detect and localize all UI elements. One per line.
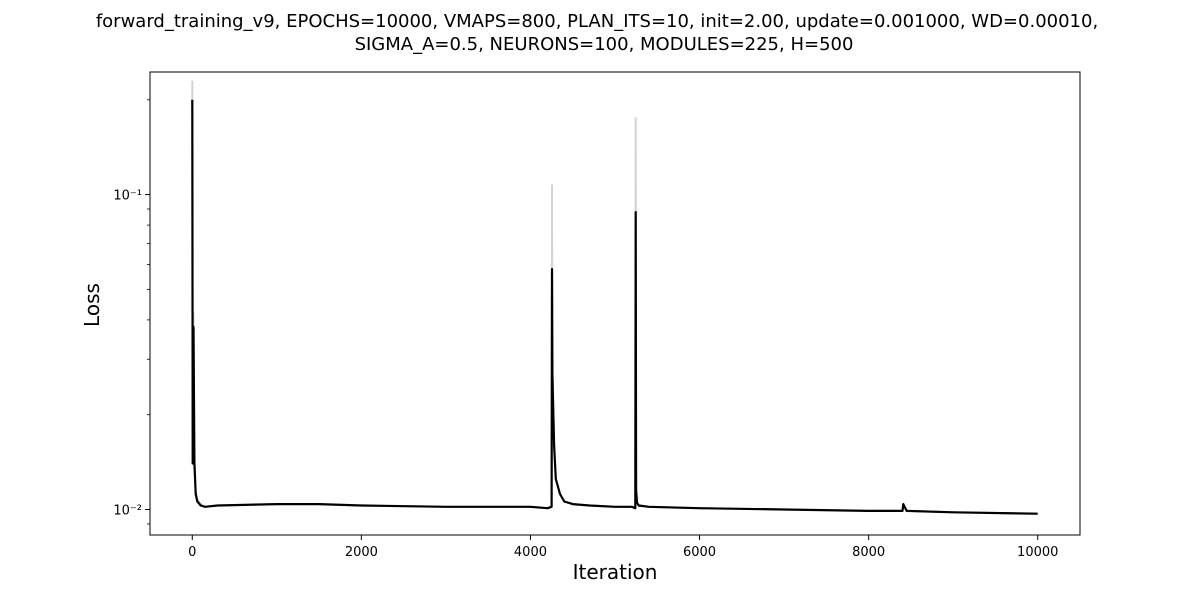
x-tick-label: 6000 (683, 545, 716, 560)
x-tick-label: 2000 (345, 545, 378, 560)
x-axis-label: Iteration (573, 560, 658, 584)
y-axis: 10⁻² 10⁻¹ (113, 99, 150, 525)
x-tick-label: 8000 (852, 545, 885, 560)
series-layer (191, 80, 1038, 515)
x-tick-label: 10000 (1017, 545, 1058, 560)
chart-title-line-2: SIGMA_A=0.5, NEURONS=100, MODULES=225, H… (355, 34, 854, 55)
x-tick-label: 0 (188, 545, 196, 560)
y-tick-label: 10⁻² (113, 504, 142, 519)
x-tick-label: 4000 (514, 545, 547, 560)
y-axis-label: Loss (80, 283, 104, 327)
plot-frame (149, 71, 1081, 536)
x-axis: 0 2000 4000 6000 8000 10000 (188, 535, 1058, 560)
chart-title-line-1: forward_training_v9, EPOCHS=10000, VMAPS… (96, 11, 1098, 32)
series-line-raw (191, 80, 1038, 515)
y-tick-label: 10⁻¹ (113, 189, 142, 204)
series-line-smoothed (191, 99, 1038, 515)
